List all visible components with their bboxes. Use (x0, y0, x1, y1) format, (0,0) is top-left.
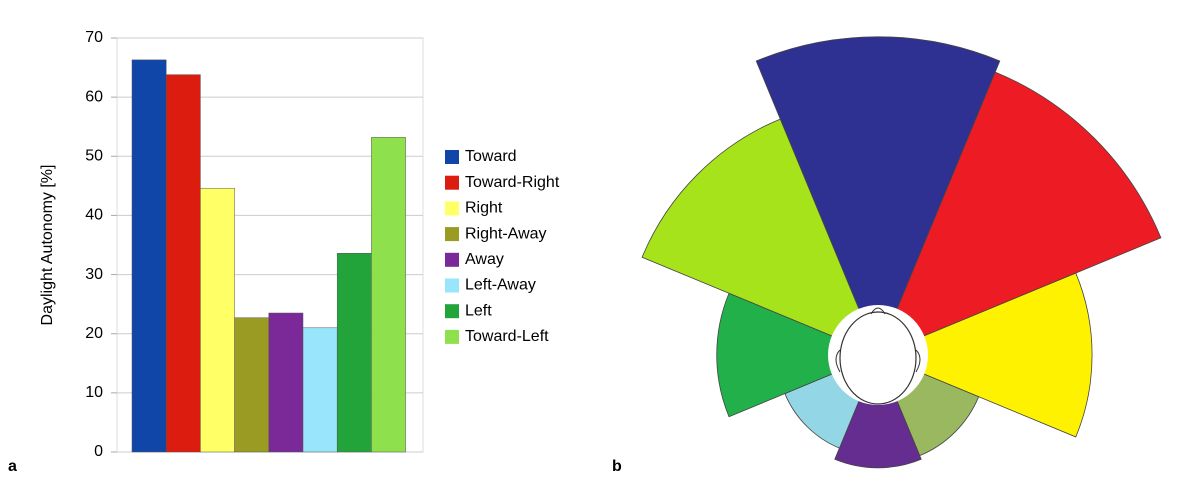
legend-label: Left-Away (465, 277, 536, 294)
bar (336, 253, 372, 453)
rose-wedge (716, 292, 880, 418)
bar (371, 137, 406, 453)
legend-label: Toward-Left (465, 328, 549, 345)
rose-wedge (876, 272, 1093, 438)
legend-label: Left (465, 302, 492, 319)
y-tick-label: 60 (85, 88, 103, 105)
legend-label: Toward-Right (465, 174, 560, 191)
bar (302, 327, 338, 453)
ear-left (835, 349, 841, 373)
legend-label: Right-Away (465, 225, 547, 242)
legend-swatch (445, 150, 459, 164)
legend-swatch (445, 278, 459, 293)
rose-wedge (755, 36, 1001, 357)
y-tick-label: 70 (85, 29, 103, 46)
bar (131, 59, 167, 453)
nose (870, 307, 886, 315)
legend-swatch (445, 227, 459, 242)
legend-swatch (445, 252, 459, 267)
y-tick-label: 40 (85, 207, 103, 224)
legend-label: Away (465, 251, 504, 268)
y-tick-label: 50 (85, 148, 103, 165)
panel-label: b (612, 458, 622, 475)
panel-label: a (8, 458, 17, 475)
rose-wedge (877, 71, 1162, 356)
legend-label: Toward (465, 148, 517, 165)
legend-swatch (445, 329, 459, 344)
legend-label: Right (465, 200, 503, 217)
legend-swatch (445, 175, 459, 190)
rose-wedge (834, 353, 922, 469)
rose-wedge (641, 118, 879, 356)
head (839, 311, 917, 405)
bar (234, 317, 270, 453)
y-tick-label: 0 (94, 443, 103, 460)
bar (165, 74, 201, 453)
bar (268, 312, 304, 453)
y-tick-label: 20 (85, 325, 103, 342)
y-axis-label: Daylight Autonomy [%] (39, 165, 56, 326)
bar (200, 187, 235, 453)
y-tick-label: 10 (85, 384, 103, 401)
y-tick-label: 30 (85, 266, 103, 283)
legend-swatch (445, 304, 459, 319)
ear-right (915, 349, 921, 373)
legend-swatch (445, 201, 459, 216)
